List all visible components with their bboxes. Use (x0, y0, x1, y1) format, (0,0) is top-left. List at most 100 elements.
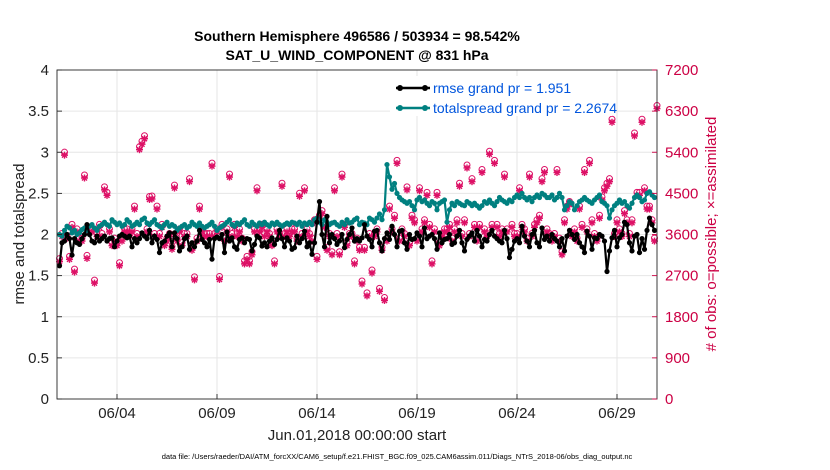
rmse-point (81, 231, 88, 238)
totalspread-point (526, 194, 533, 201)
y-right-tick-label: 900 (665, 350, 690, 367)
rmse-point (649, 222, 655, 228)
rmse-point (304, 244, 310, 250)
totalspread-point (341, 222, 348, 228)
rmse-point (374, 227, 380, 233)
rmse-point (169, 244, 175, 250)
rmse-point (129, 244, 135, 250)
obs-assimilated-marker (536, 214, 543, 222)
obs-assimilated-marker (463, 164, 471, 172)
obs-assimilated-marker (131, 205, 138, 213)
rmse-point (161, 238, 168, 244)
rmse-point (339, 231, 345, 238)
obs-assimilated-marker (226, 173, 233, 181)
rmse-point (429, 231, 435, 238)
rmse-point (94, 233, 100, 239)
totalspread-point (606, 215, 613, 221)
rmse-point (184, 233, 190, 239)
rmse-point (166, 230, 173, 236)
rmse-point (274, 236, 280, 243)
obs-assimilated-marker (191, 276, 198, 284)
y-left-tick-label: 1 (41, 309, 49, 326)
rmse-point (419, 244, 425, 250)
x-axis-label: Jun.01,2018 00:00:00 start (268, 427, 447, 444)
footer-data-file: data file: /Users/raeder/DAI/ATM_forcXX/… (162, 452, 633, 461)
y-left-tick-label: 2 (41, 227, 49, 244)
rmse-point (279, 236, 285, 242)
rmse-point (454, 233, 460, 239)
rmse-point (601, 238, 608, 244)
rmse-point (196, 227, 203, 233)
rmse-point (641, 246, 648, 252)
rmse-point (101, 233, 108, 239)
y-right-tick-label: 3600 (665, 227, 698, 244)
totalspread-point (571, 207, 578, 213)
rmse-point (379, 248, 385, 254)
rmse-point (349, 225, 355, 231)
rmse-point (311, 240, 318, 246)
totalspread-point (441, 197, 448, 203)
totalspread-point (94, 227, 100, 233)
rmse-point (189, 240, 195, 246)
rmse-point (549, 231, 555, 238)
rmse-point (509, 246, 515, 252)
rmse-point (341, 245, 348, 251)
rmse-point (639, 236, 645, 242)
totalspread-point (209, 219, 215, 225)
rmse-point (219, 231, 225, 238)
totalspread-point (309, 222, 315, 228)
rmse-point (276, 227, 283, 233)
obs-assimilated-marker (331, 187, 338, 195)
rmse-point (249, 248, 255, 254)
totalspread-point (561, 207, 568, 213)
obs-assimilated-marker (428, 260, 436, 268)
rmse-point (191, 244, 198, 250)
totalspread-point (479, 203, 485, 209)
obs-assimilated-marker (81, 174, 88, 182)
obs-assimilated-marker (271, 260, 278, 268)
rmse-point (376, 240, 383, 246)
obs-assimilated-marker (381, 296, 388, 304)
totalspread-point (409, 203, 415, 209)
obs-assimilated-marker (468, 178, 476, 186)
rmse-point (114, 238, 120, 244)
y-axis-left-label: rmse and totalspread (11, 164, 28, 305)
obs-assimilated-marker (541, 169, 548, 177)
totalspread-point (461, 203, 468, 209)
rmse-point (156, 249, 163, 256)
rmse-point (261, 240, 268, 246)
rmse-point (239, 235, 245, 241)
x-tick-label: 06/24 (498, 405, 536, 422)
rmse-point (381, 236, 388, 242)
rmse-point (179, 244, 185, 250)
rmse-point (539, 225, 545, 231)
obs-assimilated-marker (456, 182, 463, 190)
totalspread-point (621, 199, 628, 205)
totalspread-point (241, 217, 248, 223)
x-tick-label: 06/09 (198, 405, 236, 422)
rmse-point (389, 223, 395, 229)
rmse-point (556, 244, 563, 250)
y-left-tick-label: 0 (41, 391, 49, 408)
rmse-point (544, 233, 550, 239)
y-axis-left-ticks: 0 0.5 1 1.5 2 2.5 3 3.5 4 (28, 62, 62, 408)
rmse-point (216, 236, 223, 242)
rmse-point (149, 240, 155, 246)
obs-assimilated-marker (631, 132, 638, 140)
totalspread-point (296, 219, 303, 225)
legend-spread-marker-a (397, 105, 403, 111)
rmse-point (319, 231, 325, 238)
obs-assimilated-marker (508, 223, 516, 231)
totalspread-series (56, 161, 658, 239)
x-tick-label: 06/29 (598, 405, 636, 422)
y-left-tick-label: 3 (41, 144, 49, 161)
totalspread-point (371, 219, 378, 225)
totalspread-point (411, 207, 418, 213)
obs-assimilated-marker (416, 187, 423, 195)
rmse-point (624, 222, 630, 228)
obs-assimilated-marker (186, 178, 193, 186)
obs-assimilated-marker (136, 146, 143, 154)
rmse-point (606, 248, 613, 254)
rmse-point (309, 251, 315, 257)
y-left-tick-label: 0.5 (28, 350, 49, 367)
